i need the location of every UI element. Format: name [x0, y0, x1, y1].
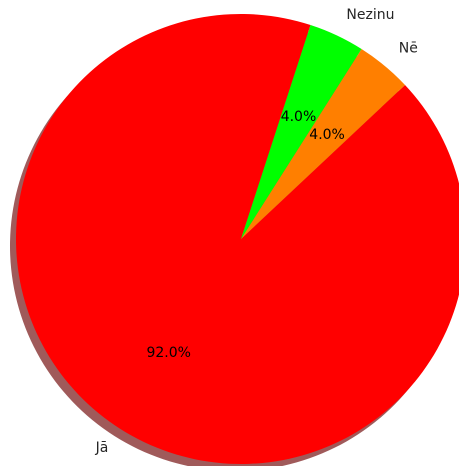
slice-label-nezinu: Nezinu [346, 7, 394, 23]
pie-slice-nezinu [241, 25, 362, 240]
pie-slice-n [241, 49, 406, 239]
pie-slice-j [16, 14, 459, 464]
slice-percent-n: 4.0% [309, 127, 345, 143]
slice-percent-j: 92.0% [146, 345, 190, 361]
slice-label-n: Nē [399, 40, 418, 56]
slice-label-j: Jā [95, 440, 109, 456]
pie-slices [16, 14, 459, 464]
pie-labels: Jā 92.0% Nē 4.0% Nezinu 4.0% [95, 7, 418, 456]
slice-percent-nezinu: 4.0% [281, 109, 317, 125]
